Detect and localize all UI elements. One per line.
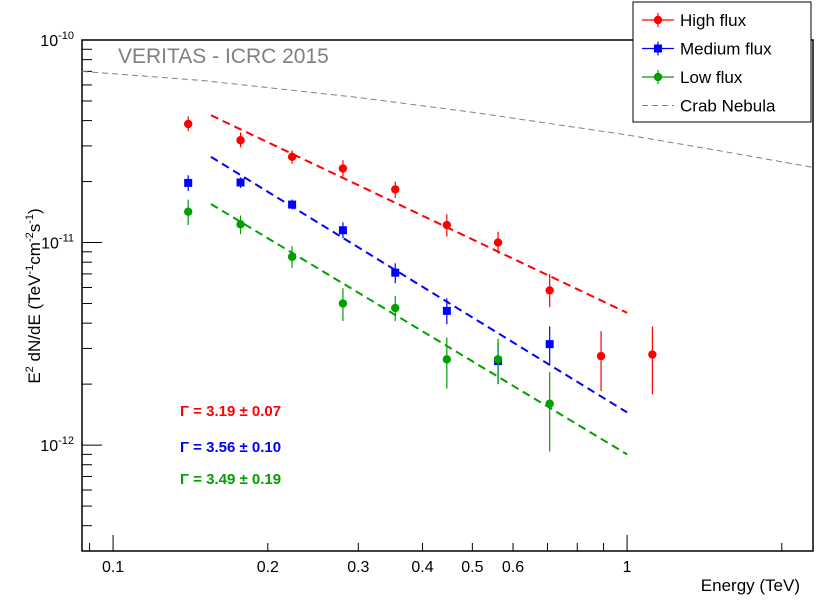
x-tick-label: 0.3 [347,559,369,576]
data-point [648,350,657,359]
data-point [545,340,554,349]
data-point [236,178,245,187]
data-point [236,220,245,229]
y-axis-title: E2 dN/dE (TeV-1cm-2s-1) [24,208,44,383]
x-tick-label: 1 [623,559,632,576]
data-point [287,252,297,262]
legend-label: High flux [680,11,747,30]
plot-frame [81,39,814,552]
data-point [442,220,452,230]
data-point [236,136,245,145]
data-point [391,268,400,277]
data-layer [82,70,813,456]
legend-entry: Medium flux [642,40,772,59]
x-tick-label: 0.1 [102,559,124,576]
data-point [545,286,554,295]
crab-nebula-curve [82,70,813,168]
fit-line [210,114,628,314]
data-point [184,178,193,187]
y-tick-label: 10-12 [40,435,74,455]
legend-label: Crab Nebula [680,97,776,116]
data-point [391,185,400,194]
legend-entry: Crab Nebula [642,97,776,116]
data-point [493,238,503,247]
y-tick-label: 10-11 [41,233,74,253]
x-tick-label: 0.6 [502,559,524,576]
annotation-label: VERITAS - ICRC 2015 [118,45,329,68]
legend-label: Medium flux [680,40,772,59]
x-tick-label: 0.4 [411,559,433,576]
legend-marker [653,72,663,82]
data-point [545,399,554,408]
data-point [338,164,348,173]
fit-line [210,203,628,456]
legend-label: Low flux [680,68,743,87]
axes: 0.1 0.2 0.3 0.4 0.5 0.6 1 10-12 10-11 10-10 [40,30,783,576]
data-point [442,306,451,315]
data-point [338,226,347,235]
data-point [338,299,348,308]
legend-marker [654,44,662,53]
spectral-index-labels: Γ = 3.19 ± 0.07 Γ = 3.56 ± 0.10 Γ = 3.49 ±… [180,403,281,488]
legend: High flux Medium flux Low flux Crab Nebula [632,1,812,123]
data-point [391,303,400,313]
x-tick-label: 0.5 [461,559,483,576]
data-point [596,351,606,361]
data-point [183,207,193,216]
spectral-index-label: Γ = 3.19 ± 0.07 [180,403,281,420]
fit-line [210,155,628,414]
data-point [183,119,193,129]
x-axis-title: Energy (TeV) [701,576,800,595]
y-tick-label: 10-10 [40,30,74,50]
spectral-index-label: Γ = 3.49 ± 0.19 [180,471,281,488]
legend-marker [653,15,663,25]
spectral-index-label: Γ = 3.56 ± 0.10 [180,439,281,456]
legend-entry: High flux [642,11,747,30]
data-point [287,152,297,162]
data-point [442,355,452,364]
legend-entry: Low flux [642,68,743,87]
data-point [493,355,503,364]
legend-box [632,1,812,123]
data-point [288,200,297,209]
x-tick-label: 0.2 [257,559,279,576]
